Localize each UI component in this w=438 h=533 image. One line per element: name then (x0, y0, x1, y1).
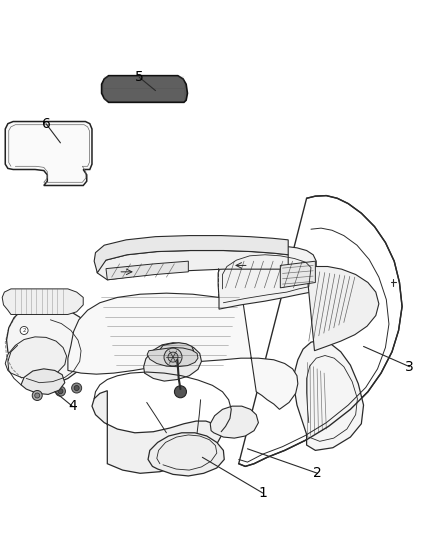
Polygon shape (218, 246, 316, 309)
Polygon shape (2, 289, 83, 314)
Polygon shape (294, 340, 364, 450)
Text: 2: 2 (22, 328, 26, 333)
Polygon shape (21, 369, 65, 394)
Polygon shape (239, 196, 402, 466)
Polygon shape (92, 391, 221, 473)
Circle shape (74, 385, 79, 391)
Polygon shape (94, 236, 288, 273)
Polygon shape (97, 251, 288, 280)
Text: 3: 3 (405, 360, 414, 374)
Circle shape (58, 389, 63, 394)
Circle shape (32, 391, 42, 400)
Circle shape (168, 352, 178, 362)
Polygon shape (106, 261, 188, 280)
Polygon shape (5, 122, 92, 185)
Text: 4: 4 (68, 399, 77, 413)
Text: 2: 2 (313, 466, 322, 480)
Polygon shape (102, 76, 187, 102)
Polygon shape (280, 261, 315, 288)
Circle shape (72, 383, 81, 393)
Polygon shape (68, 293, 298, 409)
Polygon shape (144, 343, 201, 381)
Circle shape (164, 348, 182, 366)
Circle shape (35, 393, 40, 398)
Polygon shape (147, 348, 198, 367)
Text: 6: 6 (42, 117, 50, 131)
Text: 1: 1 (258, 486, 267, 500)
Circle shape (56, 386, 65, 396)
Polygon shape (160, 343, 194, 360)
Circle shape (20, 326, 28, 335)
Circle shape (174, 386, 187, 398)
Polygon shape (307, 266, 379, 351)
Polygon shape (148, 433, 224, 476)
Polygon shape (5, 337, 67, 379)
Text: 5: 5 (135, 70, 144, 84)
Polygon shape (7, 305, 93, 385)
Polygon shape (210, 406, 258, 438)
